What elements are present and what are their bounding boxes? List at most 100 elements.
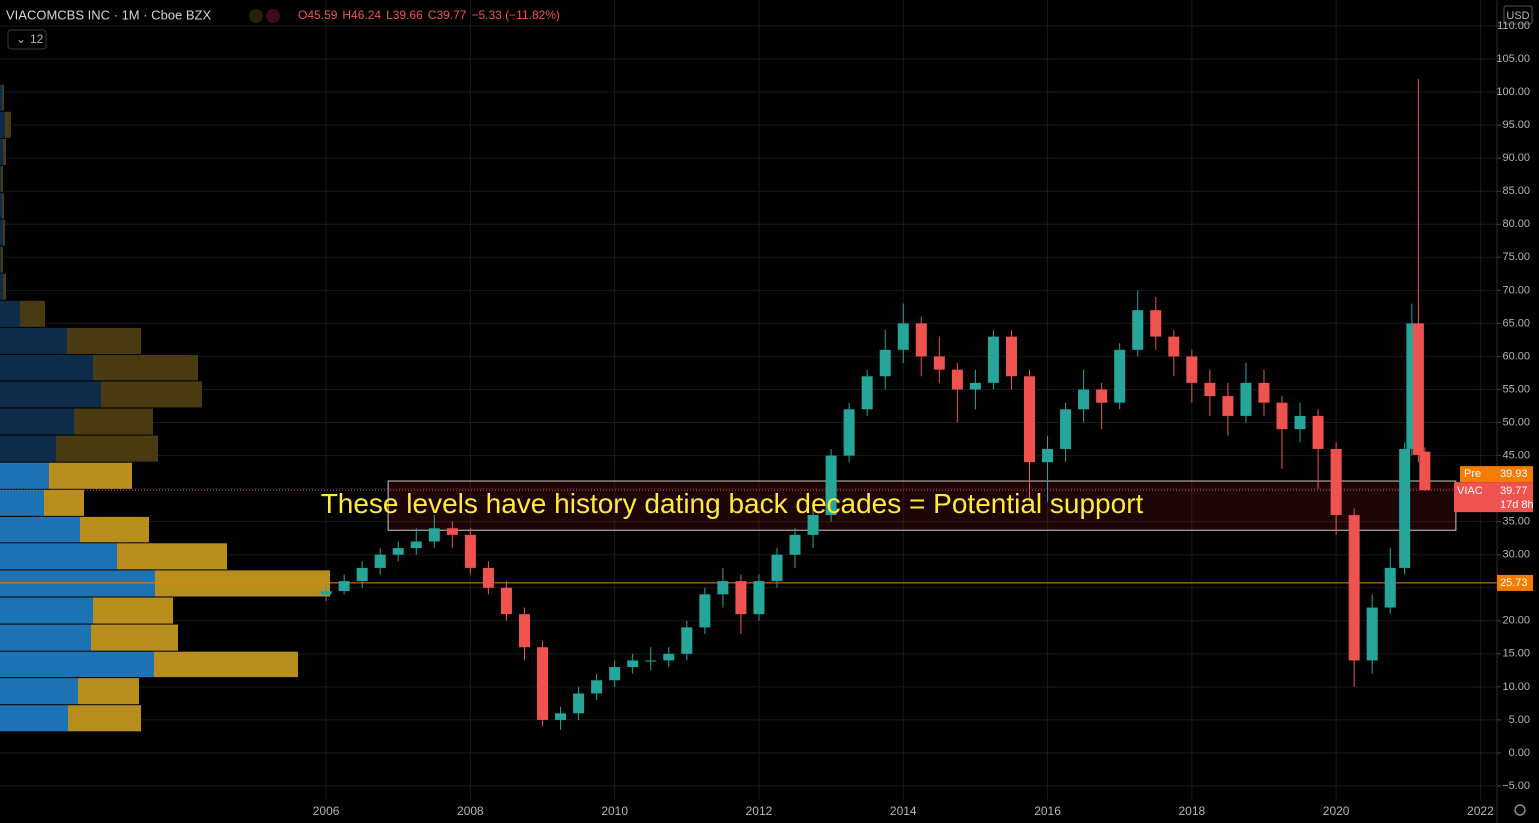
profile-up: [0, 193, 2, 219]
candle-body: [1042, 448, 1054, 463]
y-tick-label: 30.00: [1502, 549, 1530, 561]
candle-body: [735, 581, 747, 615]
y-tick-label: 35.00: [1502, 516, 1530, 528]
candle-body: [1330, 448, 1342, 516]
candle-body: [951, 369, 963, 390]
candle-body: [320, 591, 332, 595]
profile-down: [5, 111, 11, 138]
level-label: 25.73: [1500, 577, 1528, 589]
candle-body: [356, 567, 368, 582]
profile-up: [0, 111, 5, 138]
profile-up: [0, 84, 2, 111]
candle-body: [717, 581, 729, 595]
candle-body: [915, 323, 927, 357]
last-price-label: 39.77: [1500, 485, 1528, 497]
candle-body: [500, 587, 512, 615]
candle-body: [987, 336, 999, 383]
candle-body: [825, 455, 837, 516]
y-tick-label: −5.00: [1502, 780, 1530, 792]
profile-down: [155, 570, 330, 597]
profile-down: [1, 246, 3, 273]
profile-down: [154, 651, 298, 678]
candle-body: [1132, 310, 1144, 350]
profile-down: [101, 381, 202, 408]
support-zone: [387, 480, 1457, 531]
candle-body: [1399, 448, 1411, 568]
candle-body: [753, 581, 765, 615]
candle-body: [1114, 349, 1126, 403]
candle-body: [699, 594, 711, 628]
candle-body: [1276, 402, 1288, 430]
symbol-label: VIAC: [1457, 485, 1483, 497]
profile-down: [93, 597, 173, 624]
settings-gear[interactable]: [1514, 804, 1526, 816]
profile-up: [0, 651, 154, 678]
profile-up: [0, 570, 155, 597]
x-tick-label: 2006: [313, 804, 340, 818]
candle-body: [789, 534, 801, 555]
candle-body: [482, 567, 494, 588]
x-tick-label: 2010: [601, 804, 628, 818]
x-tick-label: 2008: [457, 804, 484, 818]
profile-up: [0, 327, 67, 354]
x-tick-label: 2022: [1467, 804, 1494, 818]
x-tick-label: 2014: [890, 804, 917, 818]
profile-down: [44, 489, 84, 516]
candle-body: [1186, 356, 1198, 383]
y-tick-label: 55.00: [1502, 383, 1530, 395]
candle-body: [591, 680, 603, 694]
candle-body: [428, 528, 440, 542]
x-tick-label: 2012: [746, 804, 773, 818]
candle-body: [1312, 415, 1324, 449]
ohlc-value: −5.33 (−11.82%): [471, 8, 560, 22]
currency-box[interactable]: [1503, 5, 1533, 25]
x-tick-label: 2016: [1034, 804, 1061, 818]
profile-down: [3, 273, 6, 300]
profile-down: [49, 462, 132, 489]
profile-up: [0, 624, 91, 651]
y-tick-label: 65.00: [1502, 317, 1530, 329]
annotation: These levels have history dating back de…: [321, 488, 1144, 519]
candle-body: [1366, 607, 1378, 661]
premarket-label: Pre: [1464, 468, 1481, 480]
profile-down: [67, 327, 141, 354]
candle-body: [807, 515, 819, 535]
candle-body: [663, 653, 675, 661]
ohlc-value: L39.66: [386, 8, 423, 22]
candle-body: [1412, 323, 1424, 455]
candle-body: [771, 554, 783, 582]
currency: USD: [1506, 10, 1529, 22]
candle-body: [1406, 323, 1418, 449]
candle-body: [897, 323, 909, 350]
candle-body: [933, 356, 945, 370]
profile-up: [0, 273, 3, 300]
profile-up: [0, 435, 56, 462]
candle-body: [518, 614, 530, 648]
y-tick-label: 60.00: [1502, 350, 1530, 362]
logo-icon: [249, 9, 263, 23]
candle-body: [537, 647, 549, 720]
profile-up: [0, 705, 68, 732]
candle-body: [1294, 415, 1306, 430]
profile-down: [2, 84, 4, 111]
y-tick-label: 75.00: [1502, 251, 1530, 263]
profile-up: [0, 543, 117, 570]
candle-body: [1384, 567, 1396, 608]
profile-down: [117, 543, 227, 570]
profile-up: [0, 300, 20, 327]
y-tick-label: 95.00: [1502, 119, 1530, 131]
candle-body: [1204, 382, 1216, 397]
ohlc-value: H46.24: [342, 8, 381, 22]
candle-body: [1222, 396, 1234, 416]
profile-up: [0, 408, 74, 435]
profile-down: [74, 408, 153, 435]
candle-body: [446, 528, 458, 535]
y-tick-label: 70.00: [1502, 284, 1530, 296]
profile-up: [0, 678, 78, 705]
interval-chevron: ⌄: [16, 32, 26, 46]
interval-selector[interactable]: [7, 29, 47, 50]
candle-body: [1096, 389, 1108, 403]
profile-down: [56, 435, 158, 462]
candle-body: [1168, 336, 1180, 357]
